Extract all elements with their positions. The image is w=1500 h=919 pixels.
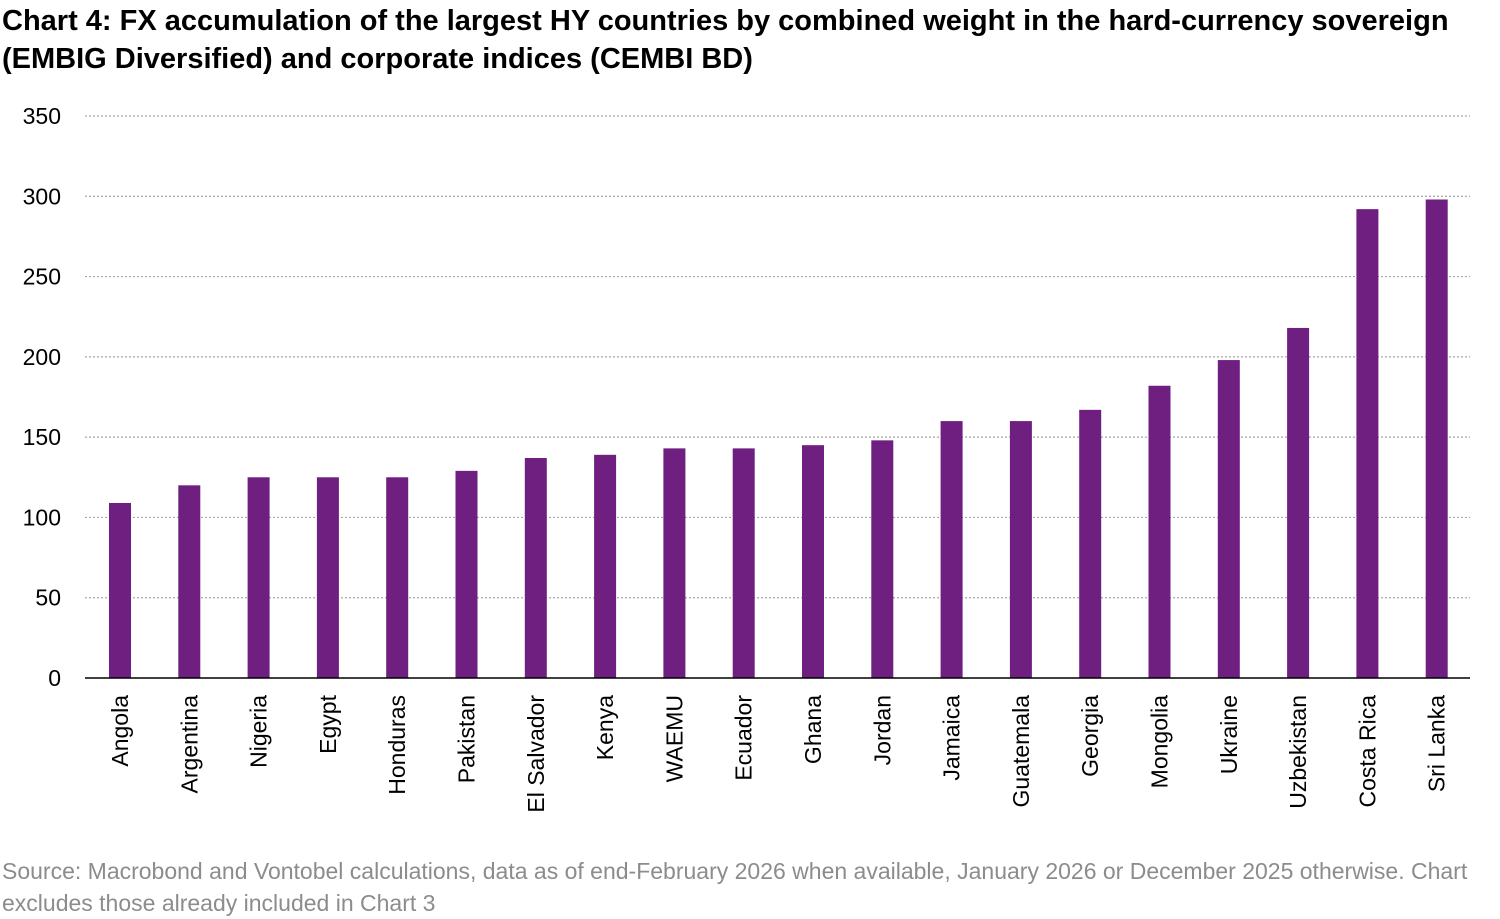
x-tick-label: Mongolia bbox=[1147, 695, 1173, 789]
y-tick-label: 350 bbox=[23, 103, 61, 129]
bar-costa-rica bbox=[1356, 209, 1379, 679]
bars bbox=[109, 199, 1448, 679]
x-tick-label: Ghana bbox=[800, 695, 826, 764]
y-tick-label: 250 bbox=[23, 264, 61, 290]
x-tick-label: WAEMU bbox=[661, 695, 687, 782]
bar-uzbekistan bbox=[1287, 327, 1310, 678]
x-tick-label: Angola bbox=[107, 695, 133, 767]
chart-title: Chart 4: FX accumulation of the largest … bbox=[2, 5, 1449, 75]
bar-ghana bbox=[802, 445, 824, 678]
chart-source-note: Source: Macrobond and Vontobel calculati… bbox=[2, 858, 1468, 916]
bar-argentina bbox=[178, 485, 201, 678]
x-tick-label: Jamaica bbox=[939, 695, 965, 781]
x-tick-label: Egypt bbox=[315, 694, 341, 753]
x-axis-tick-labels: Angola Argentina Nigeria Egypt Honduras Pakis… bbox=[107, 694, 1450, 812]
gridlines bbox=[85, 115, 1470, 599]
bar-pakistan bbox=[455, 470, 478, 678]
bar-ecuador bbox=[732, 448, 755, 678]
bar-angola bbox=[109, 502, 131, 678]
x-tick-label: Ukraine bbox=[1216, 695, 1242, 774]
y-tick-label: 50 bbox=[35, 585, 61, 611]
x-tick-label: Honduras bbox=[384, 695, 410, 795]
y-tick-label: 0 bbox=[48, 665, 61, 691]
bar-egypt bbox=[316, 477, 339, 678]
bar-guatemala bbox=[1009, 421, 1032, 678]
y-axis-tick-labels: 0 50 100 150 200 250 300 350 bbox=[23, 103, 61, 691]
bar-sri-lanka bbox=[1425, 199, 1448, 679]
y-tick-label: 100 bbox=[23, 504, 61, 530]
bar-el-salvador bbox=[524, 458, 547, 678]
x-tick-label: Costa Rica bbox=[1354, 695, 1380, 808]
x-tick-label: Georgia bbox=[1077, 695, 1103, 777]
x-tick-label: Jordan bbox=[869, 695, 895, 765]
bar-kenya bbox=[594, 454, 617, 678]
bar-jamaica bbox=[940, 421, 963, 678]
bar-ukraine bbox=[1217, 360, 1240, 678]
x-tick-label: Uzbekistan bbox=[1285, 695, 1311, 809]
y-tick-label: 200 bbox=[23, 344, 61, 370]
x-tick-label: Ecuador bbox=[731, 695, 757, 781]
bar-honduras bbox=[386, 477, 409, 678]
x-tick-label: Sri Lanka bbox=[1424, 695, 1450, 792]
y-tick-label: 150 bbox=[23, 424, 61, 450]
x-tick-label: Pakistan bbox=[454, 695, 480, 783]
x-tick-label: Argentina bbox=[176, 695, 202, 794]
bar-jordan bbox=[871, 440, 894, 678]
bar-waemu bbox=[663, 448, 686, 678]
x-tick-label: El Salvador bbox=[523, 695, 549, 813]
bar-mongolia bbox=[1148, 385, 1171, 678]
y-tick-label: 300 bbox=[23, 183, 61, 209]
x-tick-label: Guatemala bbox=[1008, 695, 1034, 808]
bar-georgia bbox=[1079, 409, 1102, 678]
x-tick-label: Kenya bbox=[592, 695, 618, 760]
bar-nigeria bbox=[247, 477, 270, 678]
x-tick-label: Nigeria bbox=[246, 695, 272, 768]
